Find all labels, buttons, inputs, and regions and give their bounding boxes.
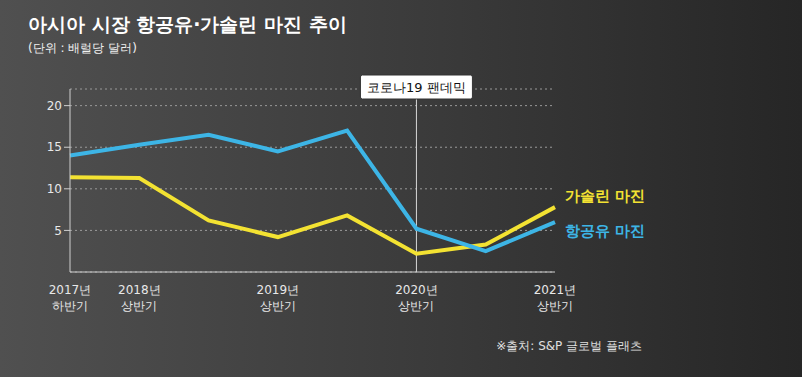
svg-text:코로나19 팬데믹: 코로나19 팬데믹 xyxy=(367,80,466,95)
html-text:(단위 : 배럴당 달러): (단위 : 배럴당 달러) xyxy=(28,41,137,55)
svg-text:2021년상반기: 2021년상반기 xyxy=(534,283,577,313)
svg-text:가솔린 마진: 가솔린 마진 xyxy=(565,187,645,205)
svg-text:10: 10 xyxy=(47,182,62,196)
svg-text:15: 15 xyxy=(47,140,62,154)
html-text:아시아 시장 항공유·가솔린 마진 추이: 아시아 시장 항공유·가솔린 마진 추이 xyxy=(28,13,347,35)
svg-text:2017년하반기: 2017년하반기 xyxy=(49,283,92,313)
svg-text:2018년상반기: 2018년상반기 xyxy=(118,283,161,313)
html-text:※출처: S&P 글로벌 플래츠: ※출처: S&P 글로벌 플래츠 xyxy=(496,339,642,353)
svg-text:5: 5 xyxy=(54,224,62,238)
svg-text:20: 20 xyxy=(47,99,62,113)
svg-text:2019년상반기: 2019년상반기 xyxy=(257,283,300,313)
svg-text:항공유 마진: 항공유 마진 xyxy=(565,222,645,240)
svg-text:2020년상반기: 2020년상반기 xyxy=(395,283,438,313)
